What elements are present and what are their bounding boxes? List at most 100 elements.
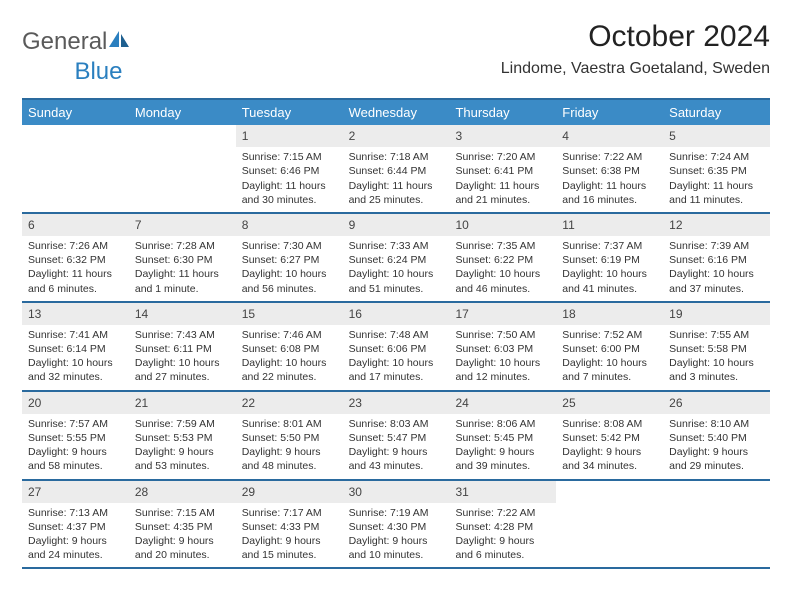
sunset-text: Sunset: 6:00 PM — [562, 342, 657, 356]
daylight-text: and 17 minutes. — [349, 370, 444, 384]
day-number: 22 — [236, 392, 343, 414]
daylight-text: and 25 minutes. — [349, 193, 444, 207]
sunset-text: Sunset: 4:28 PM — [455, 520, 550, 534]
day-body: Sunrise: 7:15 AMSunset: 4:35 PMDaylight:… — [129, 503, 236, 568]
day-cell: 1Sunrise: 7:15 AMSunset: 6:46 PMDaylight… — [236, 125, 343, 212]
day-cell: 19Sunrise: 7:55 AMSunset: 5:58 PMDayligh… — [663, 303, 770, 390]
day-header: Sunday — [22, 100, 129, 125]
day-cell: 21Sunrise: 7:59 AMSunset: 5:53 PMDayligh… — [129, 392, 236, 479]
sunrise-text: Sunrise: 7:48 AM — [349, 328, 444, 342]
day-body: Sunrise: 7:57 AMSunset: 5:55 PMDaylight:… — [22, 414, 129, 479]
calendar: Sunday Monday Tuesday Wednesday Thursday… — [22, 98, 770, 569]
day-cell: 13Sunrise: 7:41 AMSunset: 6:14 PMDayligh… — [22, 303, 129, 390]
sunset-text: Sunset: 6:24 PM — [349, 253, 444, 267]
day-number: 1 — [236, 125, 343, 147]
day-body: Sunrise: 7:13 AMSunset: 4:37 PMDaylight:… — [22, 503, 129, 568]
day-body: Sunrise: 8:10 AMSunset: 5:40 PMDaylight:… — [663, 414, 770, 479]
sunrise-text: Sunrise: 7:59 AM — [135, 417, 230, 431]
daylight-text: and 21 minutes. — [455, 193, 550, 207]
day-body: Sunrise: 7:22 AMSunset: 6:38 PMDaylight:… — [556, 147, 663, 212]
sunrise-text: Sunrise: 7:39 AM — [669, 239, 764, 253]
weeks-container: 1Sunrise: 7:15 AMSunset: 6:46 PMDaylight… — [22, 125, 770, 569]
sunrise-text: Sunrise: 7:55 AM — [669, 328, 764, 342]
day-header: Saturday — [663, 100, 770, 125]
day-body: Sunrise: 7:24 AMSunset: 6:35 PMDaylight:… — [663, 147, 770, 212]
day-header: Tuesday — [236, 100, 343, 125]
daylight-text: Daylight: 11 hours — [242, 179, 337, 193]
sunrise-text: Sunrise: 7:19 AM — [349, 506, 444, 520]
sunset-text: Sunset: 6:16 PM — [669, 253, 764, 267]
day-number: 17 — [449, 303, 556, 325]
week-row: 13Sunrise: 7:41 AMSunset: 6:14 PMDayligh… — [22, 303, 770, 392]
daylight-text: Daylight: 9 hours — [135, 534, 230, 548]
daylight-text: and 48 minutes. — [242, 459, 337, 473]
week-row: 6Sunrise: 7:26 AMSunset: 6:32 PMDaylight… — [22, 214, 770, 303]
day-body: Sunrise: 7:15 AMSunset: 6:46 PMDaylight:… — [236, 147, 343, 212]
sunrise-text: Sunrise: 8:03 AM — [349, 417, 444, 431]
daylight-text: Daylight: 9 hours — [455, 534, 550, 548]
empty-cell — [129, 125, 236, 212]
daylight-text: Daylight: 11 hours — [455, 179, 550, 193]
day-number: 24 — [449, 392, 556, 414]
logo-text-gray: General — [22, 28, 107, 56]
daylight-text: and 43 minutes. — [349, 459, 444, 473]
daylight-text: and 34 minutes. — [562, 459, 657, 473]
daylight-text: Daylight: 10 hours — [242, 356, 337, 370]
sunset-text: Sunset: 5:55 PM — [28, 431, 123, 445]
day-cell: 25Sunrise: 8:08 AMSunset: 5:42 PMDayligh… — [556, 392, 663, 479]
day-number: 21 — [129, 392, 236, 414]
sunset-text: Sunset: 6:14 PM — [28, 342, 123, 356]
daylight-text: and 6 minutes. — [28, 282, 123, 296]
sunset-text: Sunset: 6:03 PM — [455, 342, 550, 356]
day-body: Sunrise: 7:41 AMSunset: 6:14 PMDaylight:… — [22, 325, 129, 390]
day-cell: 3Sunrise: 7:20 AMSunset: 6:41 PMDaylight… — [449, 125, 556, 212]
sunrise-text: Sunrise: 7:57 AM — [28, 417, 123, 431]
day-body: Sunrise: 7:19 AMSunset: 4:30 PMDaylight:… — [343, 503, 450, 568]
daylight-text: and 16 minutes. — [562, 193, 657, 207]
day-number: 16 — [343, 303, 450, 325]
daylight-text: and 22 minutes. — [242, 370, 337, 384]
day-number: 3 — [449, 125, 556, 147]
sunset-text: Sunset: 6:22 PM — [455, 253, 550, 267]
day-cell: 17Sunrise: 7:50 AMSunset: 6:03 PMDayligh… — [449, 303, 556, 390]
day-header: Friday — [556, 100, 663, 125]
day-cell: 9Sunrise: 7:33 AMSunset: 6:24 PMDaylight… — [343, 214, 450, 301]
sunrise-text: Sunrise: 7:17 AM — [242, 506, 337, 520]
sunset-text: Sunset: 6:08 PM — [242, 342, 337, 356]
day-body: Sunrise: 7:59 AMSunset: 5:53 PMDaylight:… — [129, 414, 236, 479]
day-body: Sunrise: 7:28 AMSunset: 6:30 PMDaylight:… — [129, 236, 236, 301]
day-body: Sunrise: 7:20 AMSunset: 6:41 PMDaylight:… — [449, 147, 556, 212]
day-cell: 26Sunrise: 8:10 AMSunset: 5:40 PMDayligh… — [663, 392, 770, 479]
sunrise-text: Sunrise: 7:22 AM — [455, 506, 550, 520]
sunrise-text: Sunrise: 7:37 AM — [562, 239, 657, 253]
day-cell: 8Sunrise: 7:30 AMSunset: 6:27 PMDaylight… — [236, 214, 343, 301]
day-cell: 14Sunrise: 7:43 AMSunset: 6:11 PMDayligh… — [129, 303, 236, 390]
sunset-text: Sunset: 6:27 PM — [242, 253, 337, 267]
day-header: Thursday — [449, 100, 556, 125]
sunset-text: Sunset: 6:35 PM — [669, 164, 764, 178]
week-row: 1Sunrise: 7:15 AMSunset: 6:46 PMDaylight… — [22, 125, 770, 214]
daylight-text: Daylight: 11 hours — [349, 179, 444, 193]
daylight-text: Daylight: 9 hours — [242, 445, 337, 459]
daylight-text: and 41 minutes. — [562, 282, 657, 296]
sunrise-text: Sunrise: 8:10 AM — [669, 417, 764, 431]
day-number: 12 — [663, 214, 770, 236]
day-cell: 28Sunrise: 7:15 AMSunset: 4:35 PMDayligh… — [129, 481, 236, 568]
day-number: 18 — [556, 303, 663, 325]
day-cell: 24Sunrise: 8:06 AMSunset: 5:45 PMDayligh… — [449, 392, 556, 479]
day-header: Wednesday — [343, 100, 450, 125]
daylight-text: and 7 minutes. — [562, 370, 657, 384]
day-number: 13 — [22, 303, 129, 325]
daylight-text: Daylight: 9 hours — [242, 534, 337, 548]
daylight-text: Daylight: 10 hours — [669, 267, 764, 281]
day-number: 31 — [449, 481, 556, 503]
daylight-text: Daylight: 9 hours — [135, 445, 230, 459]
empty-cell — [22, 125, 129, 212]
day-body: Sunrise: 7:48 AMSunset: 6:06 PMDaylight:… — [343, 325, 450, 390]
day-number: 4 — [556, 125, 663, 147]
day-number: 9 — [343, 214, 450, 236]
day-header: Monday — [129, 100, 236, 125]
day-body: Sunrise: 7:30 AMSunset: 6:27 PMDaylight:… — [236, 236, 343, 301]
sunset-text: Sunset: 4:35 PM — [135, 520, 230, 534]
daylight-text: Daylight: 9 hours — [28, 534, 123, 548]
